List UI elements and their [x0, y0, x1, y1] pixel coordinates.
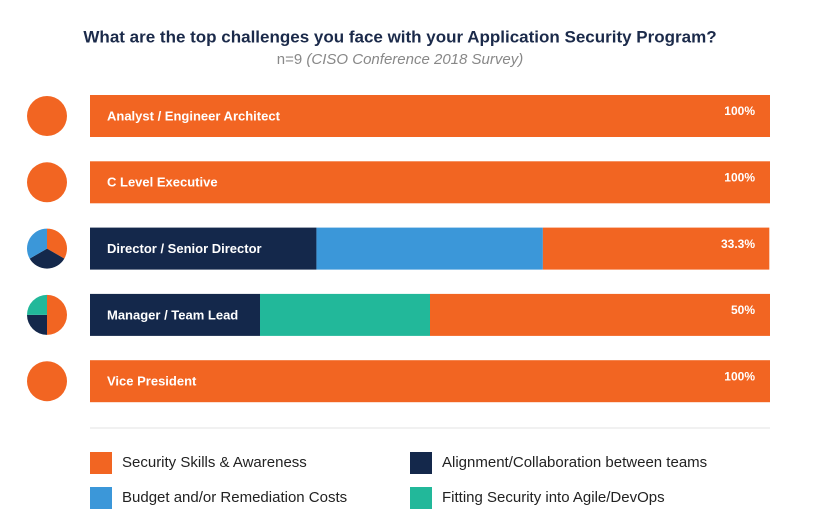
pie-slice [27, 96, 67, 136]
bar-segment [90, 161, 770, 204]
bar-segment [316, 227, 543, 270]
legend-label: Security Skills & Awareness [122, 454, 307, 471]
legend-label: Alignment/Collaboration between teams [442, 454, 707, 471]
pie-slice [47, 294, 67, 335]
pie-slice [27, 162, 67, 203]
pie-slice [27, 314, 47, 335]
legend-swatch [90, 452, 112, 474]
pie-slice [27, 294, 47, 315]
category-label: Analyst / Engineer Architect [107, 108, 281, 123]
pie-slice [26, 228, 47, 259]
bar-segment [90, 227, 317, 270]
value-label: 100% [724, 170, 755, 184]
legend-swatch [410, 487, 432, 509]
bar-segment [90, 360, 770, 403]
chart-subtitle: n=9 (CISO Conference 2018 Survey) [277, 51, 523, 68]
pie-slice [47, 228, 67, 259]
pie-slice [29, 248, 65, 269]
pie-slice [27, 361, 67, 402]
bar-segment [90, 95, 770, 137]
bar-segment [260, 293, 430, 336]
value-label: 50% [731, 303, 755, 317]
chart-title: What are the top challenges you face wit… [83, 27, 716, 46]
category-label: Manager / Team Lead [107, 307, 238, 322]
category-label: Director / Senior Director [107, 241, 262, 256]
bar-segment [90, 293, 260, 336]
bar-segment [542, 227, 770, 270]
value-label: 100% [724, 104, 755, 118]
legend-label: Fitting Security into Agile/DevOps [442, 489, 665, 506]
value-label: 33.3% [721, 237, 755, 251]
legend-swatch [410, 452, 432, 474]
legend-swatch [90, 487, 112, 509]
category-label: Vice President [107, 374, 197, 389]
legend-label: Budget and/or Remediation Costs [122, 489, 347, 506]
sample-size: n=9 [277, 51, 302, 68]
category-label: C Level Executive [107, 175, 218, 190]
value-label: 100% [724, 369, 755, 383]
bar-segment [430, 293, 770, 336]
source-note: (CISO Conference 2018 Survey) [306, 51, 523, 68]
